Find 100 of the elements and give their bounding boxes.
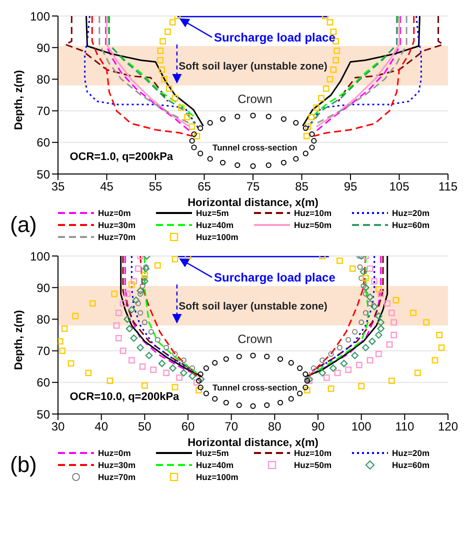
point xyxy=(113,322,120,329)
point xyxy=(132,296,140,304)
legend-label: Huz=70m xyxy=(98,472,136,482)
point xyxy=(89,300,96,307)
y-tick-label: 70 xyxy=(36,104,50,118)
legend-label: Huz=100m xyxy=(196,472,238,482)
point xyxy=(336,258,343,264)
y-tick-label: 70 xyxy=(36,344,50,358)
point xyxy=(198,384,204,390)
point xyxy=(384,300,391,307)
point xyxy=(326,76,334,82)
point xyxy=(423,319,430,326)
point xyxy=(358,382,365,390)
point xyxy=(72,312,79,320)
point xyxy=(126,325,134,332)
point xyxy=(351,352,358,360)
x-tick-label: 55 xyxy=(148,180,162,194)
point xyxy=(140,283,146,289)
point xyxy=(375,286,382,292)
y-tick-label: 90 xyxy=(36,40,50,55)
y-tick-label: 60 xyxy=(36,136,50,150)
point xyxy=(328,351,334,357)
x-tick-label: 120 xyxy=(438,420,458,434)
point xyxy=(139,363,146,370)
text: (b) xyxy=(10,452,38,478)
point xyxy=(352,329,358,335)
point xyxy=(366,357,374,364)
point xyxy=(128,357,135,364)
point xyxy=(336,344,342,350)
point xyxy=(68,360,74,367)
point xyxy=(320,357,326,364)
point xyxy=(160,38,166,44)
x-tick-label: 45 xyxy=(100,180,114,194)
y-axis-title: Depth, z(m) xyxy=(12,310,25,370)
point xyxy=(293,156,299,162)
point xyxy=(236,354,242,360)
point xyxy=(303,132,310,140)
point xyxy=(223,400,229,406)
point xyxy=(234,162,240,168)
point xyxy=(134,265,142,272)
legend-label: Huz=5m xyxy=(196,208,229,218)
x-tick-label: 85 xyxy=(295,180,309,194)
legend-label: Huz=40m xyxy=(196,460,234,470)
point xyxy=(196,387,202,394)
x-axis-title: Horizontal distance, x(m) xyxy=(188,197,319,209)
point xyxy=(198,150,204,156)
point xyxy=(366,265,374,272)
point xyxy=(142,320,148,326)
point xyxy=(293,120,299,126)
point xyxy=(371,278,378,284)
point xyxy=(310,365,316,371)
legend-label: Huz=40m xyxy=(196,220,234,230)
point xyxy=(280,116,287,122)
point xyxy=(309,144,315,150)
x-tick-label: 40 xyxy=(94,420,108,434)
point xyxy=(375,312,382,320)
legend-label: Huz=70m xyxy=(98,232,136,242)
y-tick-label: 50 xyxy=(36,407,50,422)
point xyxy=(184,114,190,120)
point xyxy=(203,365,209,371)
point xyxy=(318,94,324,102)
x-tick-label: 105 xyxy=(389,180,410,194)
point xyxy=(61,325,68,332)
point xyxy=(157,57,164,64)
point xyxy=(176,374,183,381)
point xyxy=(322,85,330,92)
point xyxy=(308,114,315,120)
point xyxy=(141,272,148,278)
point xyxy=(334,370,341,376)
point xyxy=(349,265,356,272)
point xyxy=(330,66,337,73)
point xyxy=(436,332,443,338)
annotation: Crown xyxy=(238,92,272,106)
point xyxy=(366,293,374,301)
point xyxy=(362,284,370,292)
point xyxy=(264,354,270,360)
point xyxy=(388,378,395,384)
point xyxy=(288,360,294,366)
point xyxy=(358,275,364,281)
point xyxy=(130,278,138,284)
point xyxy=(142,275,148,281)
point xyxy=(135,300,141,306)
point xyxy=(163,370,170,376)
point xyxy=(191,144,197,150)
point xyxy=(138,291,144,297)
y-axis-title: Depth, z(m) xyxy=(12,70,25,130)
x-tick-label: 70 xyxy=(224,420,238,434)
point xyxy=(172,351,178,357)
point xyxy=(128,306,136,314)
point xyxy=(318,369,326,377)
point xyxy=(190,365,196,371)
point xyxy=(302,371,308,377)
point xyxy=(309,131,315,137)
point xyxy=(306,378,313,384)
point xyxy=(180,369,188,377)
x-tick-label: 115 xyxy=(438,180,458,194)
point xyxy=(172,384,178,390)
point xyxy=(164,344,170,350)
point xyxy=(106,378,114,384)
legend-label: Huz=30m xyxy=(98,460,136,470)
